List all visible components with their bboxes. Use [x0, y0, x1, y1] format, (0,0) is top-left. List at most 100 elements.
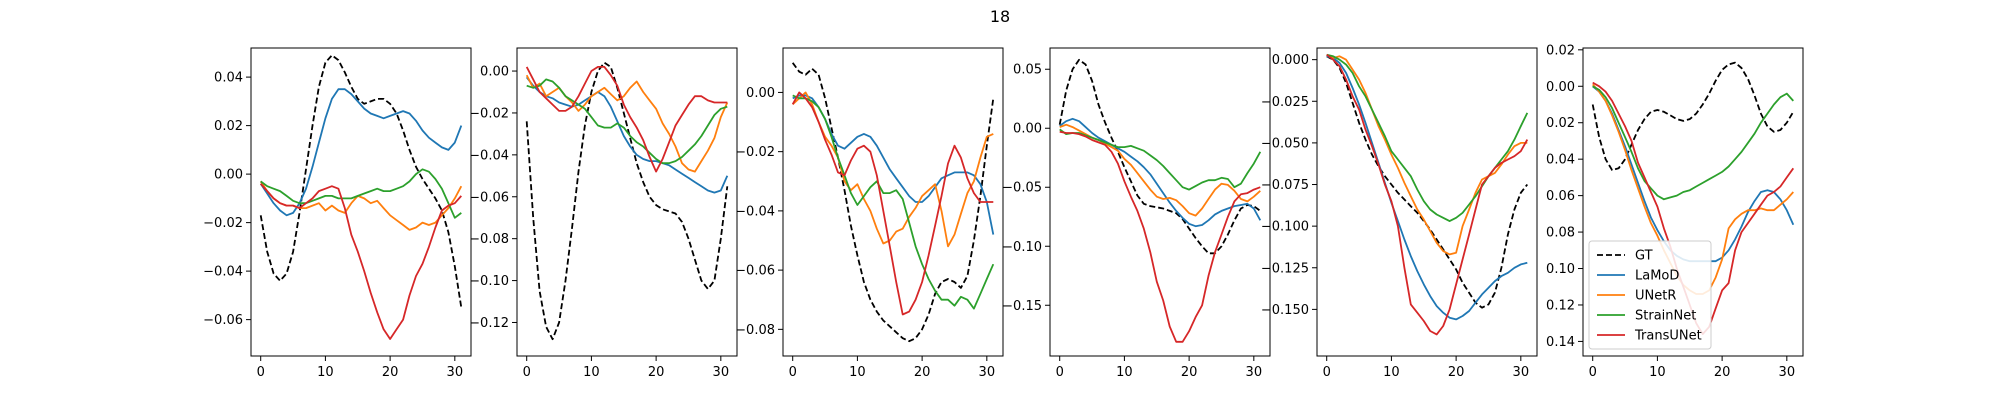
- series-lamod-line: [259, 88, 463, 217]
- panel-4: 0 10 20 30 0.05 0.00 −0.05 −0.10 −0.15: [1002, 47, 1271, 380]
- series-lamod-line: [1326, 55, 1528, 321]
- y-tick-label: −0.06: [735, 264, 775, 279]
- x-tick-label: 0: [1323, 365, 1331, 380]
- y-tick-label: 0.00: [1546, 80, 1575, 95]
- x-tick-label: 30: [979, 365, 996, 380]
- y-tick-label: −0.05: [1002, 181, 1042, 196]
- axes-frame: [516, 47, 738, 357]
- series-lamod-line: [525, 76, 729, 194]
- y-tick-label: −0.06: [469, 190, 509, 205]
- series-strainnet-line: [1592, 85, 1794, 201]
- series-gt-line: [791, 62, 995, 343]
- y-tick-label: −0.02: [735, 145, 775, 160]
- x-tick-label: 10: [1649, 365, 1666, 380]
- series-transunet-line: [1326, 53, 1529, 336]
- series-transunet-line: [1059, 130, 1261, 343]
- y-tick-label: 0.04: [214, 71, 243, 86]
- series-lamod-line: [1059, 117, 1262, 228]
- x-tick-label: 30: [1246, 365, 1263, 380]
- y-tick-label: 0.000: [1272, 53, 1309, 68]
- series-transunet-line: [525, 66, 728, 173]
- y-tick-label: 0.04: [1546, 153, 1575, 168]
- y-tick-label: −0.06: [203, 313, 243, 328]
- axes-frame: [1049, 47, 1271, 357]
- x-tick-label: 10: [583, 365, 600, 380]
- x-tick-label: 30: [713, 365, 730, 380]
- panel-2: 0 10 20 30 0.00 −0.02 −0.04 −0.06 −0.08 −0.10 −0.1…: [469, 47, 738, 380]
- x-tick-label: 10: [1383, 365, 1400, 380]
- x-tick-label: 0: [257, 365, 265, 380]
- y-tick-label: −0.04: [203, 265, 243, 280]
- y-tick-label: 0.12: [1546, 298, 1575, 313]
- y-tick-label: −0.150: [1261, 303, 1309, 318]
- y-tick-label: 0.08: [1546, 226, 1575, 241]
- y-tick-label: −0.050: [1261, 136, 1309, 151]
- series-strainnet-line: [526, 78, 728, 165]
- y-tick-label: −0.04: [469, 148, 509, 163]
- panel-3: 0 10 20 30 0.00 −0.02 −0.04 −0.06 −0.08: [735, 47, 1004, 380]
- panel-5: 0 10 20 30 0.000 −0.025 −0.050 −0.075 −0.100 −0.1…: [1261, 47, 1538, 380]
- x-tick-label: 20: [914, 365, 931, 380]
- series-gt-line: [259, 54, 463, 308]
- x-tick-label: 0: [523, 365, 531, 380]
- figure-title: 18: [990, 7, 1010, 26]
- series-strainnet-line: [260, 168, 462, 219]
- series-transunet-line: [791, 91, 994, 316]
- x-tick-label: 20: [648, 365, 665, 380]
- x-tick-label: 30: [1513, 365, 1530, 380]
- y-tick-label: −0.10: [1002, 240, 1042, 255]
- y-tick-label: −0.075: [1261, 178, 1309, 193]
- legend-label-gt: GT: [1635, 249, 1653, 264]
- x-tick-label: 10: [317, 365, 334, 380]
- y-tick-label: −0.08: [735, 323, 775, 338]
- y-tick-label: 0.00: [1013, 122, 1042, 137]
- x-tick-label: 0: [1056, 365, 1064, 380]
- y-tick-label: 0.10: [1546, 262, 1575, 277]
- x-tick-label: 10: [849, 365, 866, 380]
- axes-frame: [1316, 47, 1538, 357]
- y-tick-label: 0.05: [1013, 63, 1042, 78]
- y-tick-label: 0.14: [1546, 335, 1575, 350]
- y-tick-label: 0.00: [746, 86, 775, 101]
- axes-frame: [250, 47, 472, 357]
- series-gt-line: [525, 61, 729, 341]
- y-tick-label: 0.00: [214, 168, 243, 183]
- y-tick-label: −0.025: [1261, 95, 1309, 110]
- x-tick-label: 10: [1116, 365, 1133, 380]
- series-strainnet-line: [792, 94, 995, 310]
- legend-label-strainnet: StrainNet: [1635, 309, 1696, 324]
- x-tick-label: 0: [1589, 365, 1597, 380]
- series-gt-line: [1058, 58, 1261, 255]
- x-tick-label: 30: [447, 365, 464, 380]
- y-tick-label: −0.12: [469, 316, 509, 331]
- legend: GT LaMoD UNetR StrainNet TransUNet: [1588, 240, 1712, 350]
- x-tick-label: 20: [382, 365, 399, 380]
- y-tick-label: −0.10: [469, 274, 509, 289]
- series-transunet-line: [260, 183, 462, 340]
- panel-1: 0 10 20 30 0.04 0.02 0.00 −0.02 −0.04 −0.06: [203, 47, 472, 380]
- series-unetr-line: [792, 91, 994, 248]
- x-tick-label: 20: [1448, 365, 1465, 380]
- y-tick-label: 0.02: [1546, 43, 1575, 58]
- y-tick-label: 0.02: [1546, 116, 1575, 131]
- legend-label-lamod: LaMoD: [1635, 269, 1679, 284]
- y-tick-label: −0.15: [1002, 299, 1042, 314]
- y-tick-label: −0.08: [469, 232, 509, 247]
- y-tick-label: 0.00: [480, 65, 509, 80]
- y-tick-label: 0.06: [1546, 189, 1575, 204]
- x-tick-label: 20: [1181, 365, 1198, 380]
- legend-label-unetr: UNetR: [1635, 289, 1676, 304]
- y-tick-label: −0.125: [1261, 261, 1309, 276]
- y-tick-label: 0.02: [214, 119, 243, 134]
- y-tick-label: −0.02: [203, 216, 243, 231]
- legend-box: [1588, 240, 1712, 350]
- axes-frame: [782, 47, 1004, 357]
- y-tick-label: −0.100: [1261, 220, 1309, 235]
- x-tick-label: 30: [1779, 365, 1796, 380]
- axes-frame: [1582, 47, 1804, 357]
- y-tick-label: −0.02: [469, 106, 509, 121]
- series-unetr-line: [1326, 53, 1528, 256]
- panels: 0 10 20 30 0.04 0.02 0.00 −0.02 −0.04 −0.06 0 10 20 3…: [203, 43, 1804, 380]
- series-strainnet-line: [1059, 128, 1262, 191]
